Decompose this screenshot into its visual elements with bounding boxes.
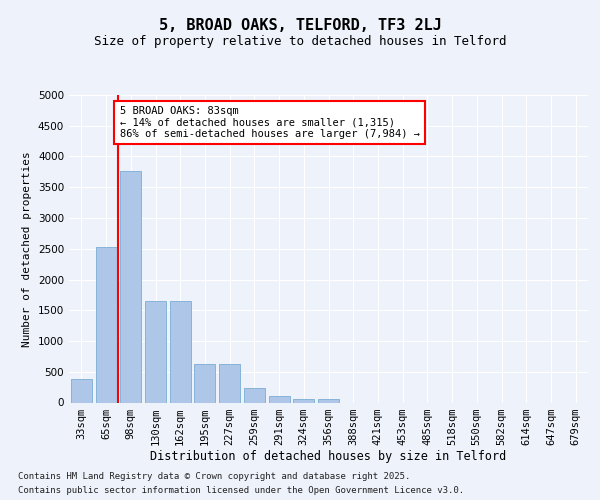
Bar: [293, 399, 314, 402]
Bar: [219, 364, 240, 403]
Text: Size of property relative to detached houses in Telford: Size of property relative to detached ho…: [94, 35, 506, 48]
Y-axis label: Number of detached properties: Number of detached properties: [22, 151, 32, 346]
Bar: [95, 247, 116, 402]
Bar: [244, 388, 265, 402]
Bar: [71, 379, 92, 402]
Bar: [120, 172, 141, 402]
Bar: [318, 400, 339, 402]
X-axis label: Distribution of detached houses by size in Telford: Distribution of detached houses by size …: [151, 450, 506, 464]
Bar: [145, 301, 166, 402]
Bar: [269, 396, 290, 402]
Bar: [194, 364, 215, 403]
Text: 5, BROAD OAKS, TELFORD, TF3 2LJ: 5, BROAD OAKS, TELFORD, TF3 2LJ: [158, 18, 442, 32]
Text: Contains public sector information licensed under the Open Government Licence v3: Contains public sector information licen…: [18, 486, 464, 495]
Text: Contains HM Land Registry data © Crown copyright and database right 2025.: Contains HM Land Registry data © Crown c…: [18, 472, 410, 481]
Text: 5 BROAD OAKS: 83sqm
← 14% of detached houses are smaller (1,315)
86% of semi-det: 5 BROAD OAKS: 83sqm ← 14% of detached ho…: [119, 106, 419, 140]
Bar: [170, 301, 191, 402]
